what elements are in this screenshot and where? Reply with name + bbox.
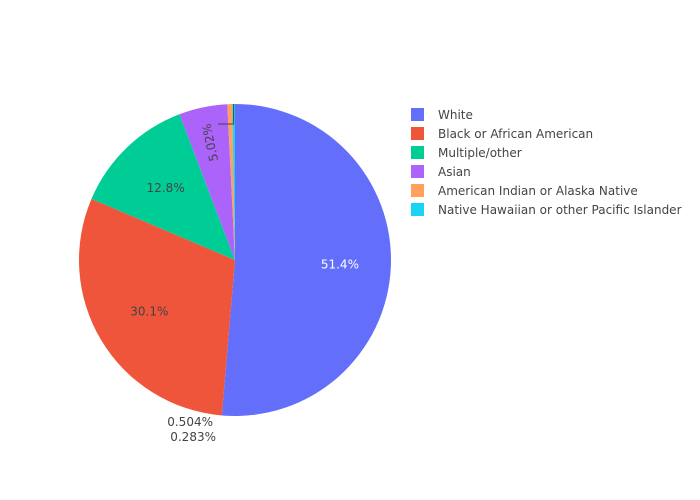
leader-line (218, 104, 235, 125)
slice-label-multiple-other: 12.8% (147, 181, 185, 195)
legend-swatch (411, 203, 424, 216)
legend-swatch (411, 184, 424, 197)
legend-item-american-indian-or-alaska-native[interactable]: American Indian or Alaska Native (411, 184, 638, 198)
pie-slices (79, 103, 392, 417)
slice-black-or-african-american[interactable] (79, 198, 235, 416)
slice-american-indian-or-alaska-native[interactable] (227, 104, 235, 261)
slice-label-american-indian-or-alaska-native: 0.504% (167, 415, 213, 429)
slice-label-white: 51.4% (321, 257, 359, 271)
slice-label-black-or-african-american: 30.1% (130, 305, 168, 319)
legend-swatch (411, 146, 424, 159)
slice-asian[interactable] (179, 104, 235, 260)
legend-item-white[interactable]: White (411, 108, 473, 122)
slice-native-hawaiian-or-other-pacific-islander[interactable] (232, 104, 235, 260)
legend-item-multiple-other[interactable]: Multiple/other (411, 146, 522, 160)
legend-swatch (411, 108, 424, 121)
legend-label: American Indian or Alaska Native (438, 184, 638, 198)
legend-swatch (411, 165, 424, 178)
legend-item-black-or-african-american[interactable]: Black or African American (411, 127, 593, 141)
slice-label-native-hawaiian-or-other-pacific-islander: 0.283% (170, 430, 216, 444)
legend-swatch (411, 127, 424, 140)
legend-label: Multiple/other (438, 146, 522, 160)
slice-white[interactable] (221, 103, 392, 417)
legend[interactable]: White Black or African American Multiple/o… (411, 108, 682, 217)
legend-item-asian[interactable]: Asian (411, 165, 471, 179)
legend-label: White (438, 108, 473, 122)
legend-item-native-hawaiian-or-other-pacific-islander[interactable]: Native Hawaiian or other Pacific Islande… (411, 203, 682, 217)
slice-multiple-other[interactable] (91, 114, 235, 260)
legend-label: Native Hawaiian or other Pacific Islande… (438, 203, 682, 217)
legend-label: Black or African American (438, 127, 593, 141)
legend-label: Asian (438, 165, 471, 179)
